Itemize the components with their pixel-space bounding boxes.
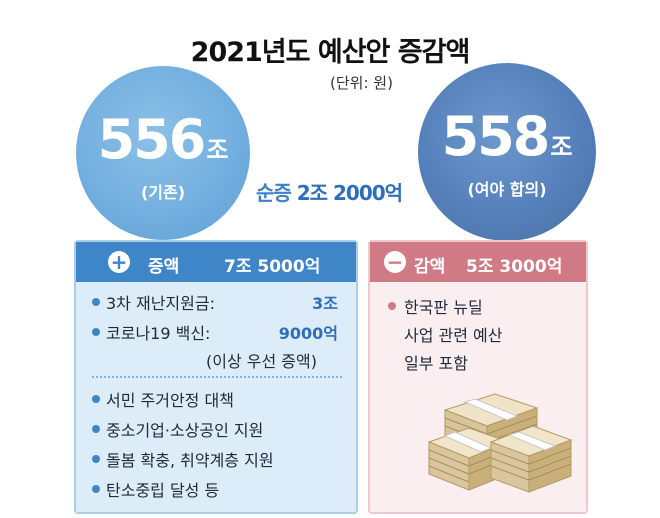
agreed-budget-caption: (여야 합의) (467, 180, 547, 199)
net-change-label: 순증 (255, 181, 292, 205)
existing-budget-unit: 조 (206, 136, 229, 164)
decrease-label: 감액 (414, 257, 446, 277)
bullet-icon (92, 298, 100, 306)
net-change-amount: 2조 2000억 (296, 181, 403, 205)
increase-header: + 증액 7조 5000억 (76, 242, 356, 282)
plus-icon: + (108, 251, 130, 273)
agreed-budget-unit: 조 (550, 133, 573, 161)
bullet-icon (92, 425, 100, 433)
money-stack-illustration (425, 380, 575, 500)
existing-budget-value: 556 (97, 108, 207, 171)
decrease-line: 사업 관련 예산 (404, 326, 503, 345)
agreed-budget-circle: 558조 (여야 합의) (418, 63, 596, 241)
agreed-budget-value: 558 (441, 105, 551, 168)
increase-other-item: 중소기업·소상공인 지원 (106, 421, 264, 440)
increase-item-value: 3조 (312, 294, 338, 313)
arrow-icon (240, 112, 420, 172)
priority-note: (이상 우선 증액) (206, 352, 317, 371)
increase-item-value: 9000억 (278, 324, 338, 343)
money-stack-icon (427, 393, 573, 493)
bullet-icon (92, 328, 100, 336)
bullet-icon (388, 302, 396, 310)
increase-other-item: 돌봄 확충, 취약계층 지원 (106, 451, 274, 470)
minus-icon: − (384, 251, 406, 273)
increase-other-item: 서민 주거안정 대책 (106, 391, 234, 410)
decrease-total: 5조 3000억 (466, 257, 563, 277)
increase-other-item: 탄소중립 달성 등 (106, 481, 220, 500)
decrease-panel: − 감액 5조 3000억 한국판 뉴딜 사업 관련 예산 일부 포함 (368, 240, 588, 514)
decrease-line: 한국판 뉴딜 (404, 298, 483, 317)
increase-label: 증액 (148, 257, 180, 277)
bullet-icon (92, 455, 100, 463)
divider (92, 376, 342, 378)
bullet-icon (92, 395, 100, 403)
increase-item-label: 3차 재난지원금: (106, 294, 215, 313)
unit-label: (단위: 원) (330, 74, 393, 92)
existing-budget-circle: 556조 (기존) (76, 66, 250, 240)
decrease-header: − 감액 5조 3000억 (370, 242, 586, 282)
bullet-icon (92, 485, 100, 493)
money-bundle-right (489, 425, 573, 493)
net-change: 순증 2조 2000억 (226, 177, 432, 206)
increase-total: 7조 5000억 (224, 257, 321, 277)
increase-panel: + 증액 7조 5000억 3차 재난지원금: 3조 코로나19 백신: 900… (74, 240, 358, 514)
decrease-line: 일부 포함 (404, 354, 468, 373)
increase-item-label: 코로나19 백신: (106, 324, 211, 343)
page-title: 2021년도 예산안 증감액 (190, 37, 471, 68)
existing-budget-caption: (기존) (140, 183, 186, 202)
